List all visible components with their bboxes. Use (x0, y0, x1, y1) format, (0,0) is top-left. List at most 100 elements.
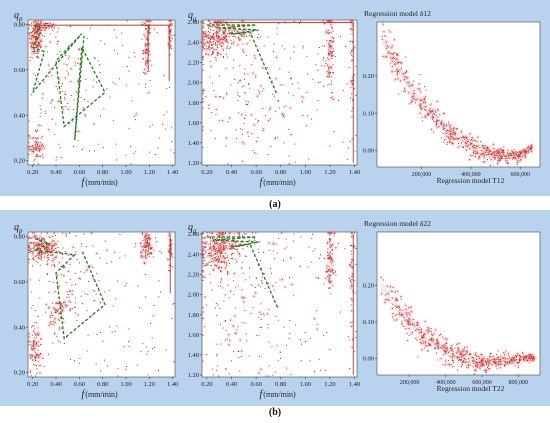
data-point (263, 273, 265, 275)
data-point (220, 243, 222, 245)
data-point (450, 134, 452, 136)
data-point (224, 320, 226, 322)
data-point (148, 92, 150, 94)
data-point (257, 284, 259, 286)
data-point (500, 157, 502, 159)
data-point (146, 62, 148, 64)
data-point (39, 338, 41, 340)
data-point (54, 317, 56, 319)
data-point (38, 252, 40, 254)
data-point (205, 53, 207, 55)
data-point (503, 152, 505, 154)
data-point (211, 44, 213, 46)
data-point (314, 318, 316, 320)
data-point (56, 31, 58, 33)
data-point (57, 246, 59, 248)
data-point (50, 102, 52, 104)
data-point (139, 307, 141, 309)
data-point (35, 242, 37, 244)
data-point (63, 321, 65, 323)
data-point (268, 309, 270, 311)
data-point (168, 235, 170, 237)
data-point (209, 26, 211, 28)
data-point (146, 244, 148, 246)
data-point (202, 270, 204, 272)
data-point (64, 304, 66, 306)
data-point (286, 344, 288, 346)
data-point (286, 367, 288, 369)
data-point (320, 254, 322, 256)
data-point (145, 249, 147, 251)
data-point (49, 242, 51, 244)
data-point (290, 373, 292, 375)
data-point (226, 257, 228, 259)
data-point (391, 307, 393, 309)
data-point (255, 232, 257, 234)
data-point (29, 250, 31, 252)
data-point (38, 29, 40, 31)
data-point (57, 40, 59, 42)
data-point (38, 251, 40, 253)
data-point (93, 122, 95, 124)
data-point (302, 47, 304, 49)
data-point (404, 88, 406, 90)
data-point (202, 253, 204, 255)
data-point (32, 258, 34, 260)
data-point (171, 266, 173, 268)
data-point (216, 242, 218, 244)
data-point (246, 103, 248, 105)
data-point (483, 146, 485, 148)
data-point (424, 101, 426, 103)
data-point (150, 20, 152, 22)
data-point (46, 51, 48, 53)
data-point (216, 243, 218, 245)
data-point (527, 150, 529, 152)
data-point (219, 249, 221, 251)
data-point (215, 33, 217, 35)
data-point (301, 96, 303, 98)
data-point (37, 52, 39, 54)
data-point (31, 291, 33, 293)
data-point (328, 72, 330, 74)
data-point (385, 55, 387, 57)
data-point (158, 296, 160, 298)
data-point (58, 143, 60, 145)
data-point (211, 289, 213, 291)
data-point (96, 272, 98, 274)
y-tick-label: 0.20 (363, 73, 374, 80)
data-point (158, 280, 160, 282)
data-point (52, 302, 54, 304)
data-point (55, 251, 57, 253)
data-point (317, 277, 319, 279)
data-point (221, 258, 223, 260)
data-point (60, 341, 62, 343)
data-point (210, 129, 212, 131)
data-point (465, 141, 467, 143)
data-point (482, 152, 484, 154)
x-tick-label: 200,000 (412, 172, 432, 178)
data-point (119, 233, 121, 235)
data-point (216, 41, 218, 43)
data-point (230, 360, 232, 362)
data-point (31, 349, 33, 351)
data-point (431, 117, 433, 119)
data-point (151, 337, 153, 339)
data-point (288, 337, 290, 339)
data-point (216, 32, 218, 34)
data-point (272, 374, 274, 376)
data-point (436, 127, 438, 129)
data-point (339, 35, 341, 37)
data-point (217, 256, 219, 258)
data-point (530, 145, 532, 147)
data-point (38, 341, 40, 343)
data-point (35, 33, 37, 35)
data-point (350, 232, 352, 234)
data-point (212, 53, 214, 55)
data-point (351, 232, 353, 234)
data-point (51, 323, 53, 325)
data-point (87, 100, 89, 102)
data-point (37, 155, 39, 157)
data-point (28, 262, 30, 264)
data-point (69, 290, 71, 292)
data-point (429, 112, 431, 114)
